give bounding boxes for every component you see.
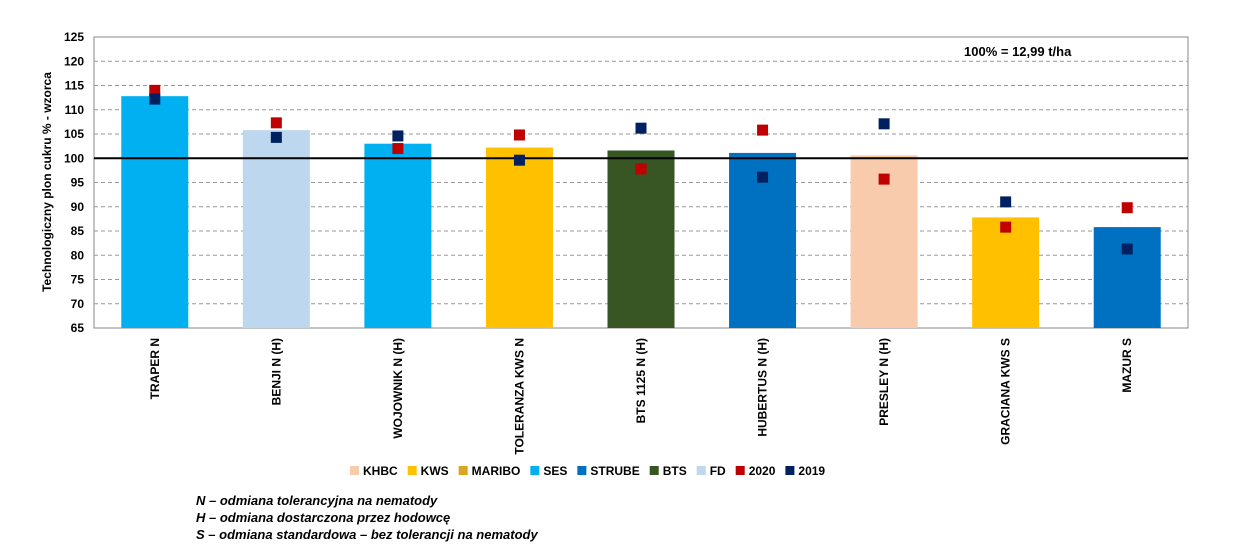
y-tick-label: 125: [64, 30, 84, 44]
marker-2019: [270, 131, 282, 143]
marker-2019: [878, 118, 890, 130]
y-tick-label: 70: [71, 297, 85, 311]
y-tick-label: 120: [64, 54, 84, 68]
y-tick-label: 80: [71, 248, 85, 262]
marker-2020: [1121, 202, 1133, 214]
legend-swatch: [458, 466, 468, 475]
footnote-s: S – odmiana standardowa – bez tolerancji…: [196, 527, 538, 542]
x-axis-categories: TRAPER N BENJI N (H) WOJOWNIK N (H) TOLERAN…: [148, 338, 1134, 455]
x-category-label: HUBERTUS N (H): [756, 338, 770, 437]
bars: [121, 96, 1161, 328]
x-category-label: GRACIANA KWS S: [999, 338, 1013, 445]
marker-2020: [757, 124, 769, 136]
legend-label: KHBC: [363, 464, 398, 478]
x-category-label: BENJI N (H): [269, 338, 283, 405]
bar: [121, 96, 189, 328]
y-tick-label: 95: [71, 176, 85, 190]
bar: [242, 130, 310, 328]
marker-2019: [392, 130, 404, 142]
y-tick-label: 100: [64, 151, 84, 165]
bar: [972, 217, 1040, 328]
legend-label: 2020: [749, 464, 776, 478]
footnote-n: N – odmiana tolerancyjna na nematody: [196, 493, 438, 508]
y-tick-label: 115: [65, 79, 85, 93]
y-tick-label: 65: [71, 321, 85, 335]
marker-2020: [513, 129, 525, 141]
marker-2019: [513, 154, 525, 166]
marker-2020: [149, 84, 161, 96]
legend-label: 2019: [798, 464, 825, 478]
y-tick-label: 110: [65, 103, 85, 117]
marker-2019: [757, 171, 769, 183]
marker-2019: [635, 122, 647, 134]
footnote-h: H – odmiana dostarczona przez hodowcę: [196, 510, 451, 525]
bar: [364, 143, 432, 328]
y-tick-label: 90: [71, 200, 85, 214]
legend-swatch: [350, 466, 359, 475]
legend-swatch: [696, 466, 706, 475]
x-category-label: TOLERANZA KWS N: [512, 338, 526, 455]
legend-swatch: [735, 466, 745, 475]
legend-label: BTS: [663, 464, 687, 478]
x-category-label: PRESLEY N (H): [877, 338, 891, 426]
x-category-label: TRAPER N: [148, 338, 162, 399]
y-tick-label: 85: [71, 224, 85, 238]
marker-2020: [270, 117, 282, 129]
legend-label: STRUBE: [590, 464, 639, 478]
legend: KHBC KWS MARIBO SES STRUBE BTS FD 2020 2019: [350, 464, 825, 478]
marker-2019: [1121, 243, 1133, 255]
bar: [1093, 227, 1161, 328]
bar: [607, 150, 675, 328]
legend-label: FD: [710, 464, 726, 478]
y-axis-label: Technologiczny plon cukru % - wzorca: [40, 72, 54, 292]
legend-swatch: [649, 466, 659, 475]
marker-2019: [149, 93, 161, 105]
footnotes: N – odmiana tolerancyjna na nematody H –…: [196, 492, 538, 543]
legend-label: KWS: [421, 464, 449, 478]
y-tick-label: 105: [64, 127, 84, 141]
x-category-label: MAZUR S: [1120, 338, 1134, 393]
marker-2020: [392, 143, 404, 155]
legend-swatch: [530, 466, 540, 475]
marker-2020: [635, 163, 647, 175]
legend-swatch: [785, 466, 795, 475]
bar: [485, 147, 553, 328]
marker-2019: [1000, 196, 1012, 208]
legend-label: MARIBO: [472, 464, 521, 478]
y-tick-label: 75: [71, 273, 85, 287]
marker-2020: [878, 173, 890, 185]
chart-annotation: 100% = 12,99 t/ha: [964, 44, 1072, 59]
x-category-label: BTS 1125 N (H): [634, 338, 648, 423]
chart: 65 70 75 80 85 90 95 100 105 110 115 120 125 TRAPER …: [40, 30, 1189, 478]
legend-swatch: [577, 466, 587, 475]
legend-label: SES: [543, 464, 567, 478]
y-axis-ticks: 65 70 75 80 85 90 95 100 105 110 115 120 125: [64, 30, 84, 335]
legend-swatch: [407, 466, 417, 475]
marker-2020: [1000, 221, 1012, 233]
markers: [149, 84, 1133, 255]
x-category-label: WOJOWNIK N (H): [391, 338, 405, 439]
